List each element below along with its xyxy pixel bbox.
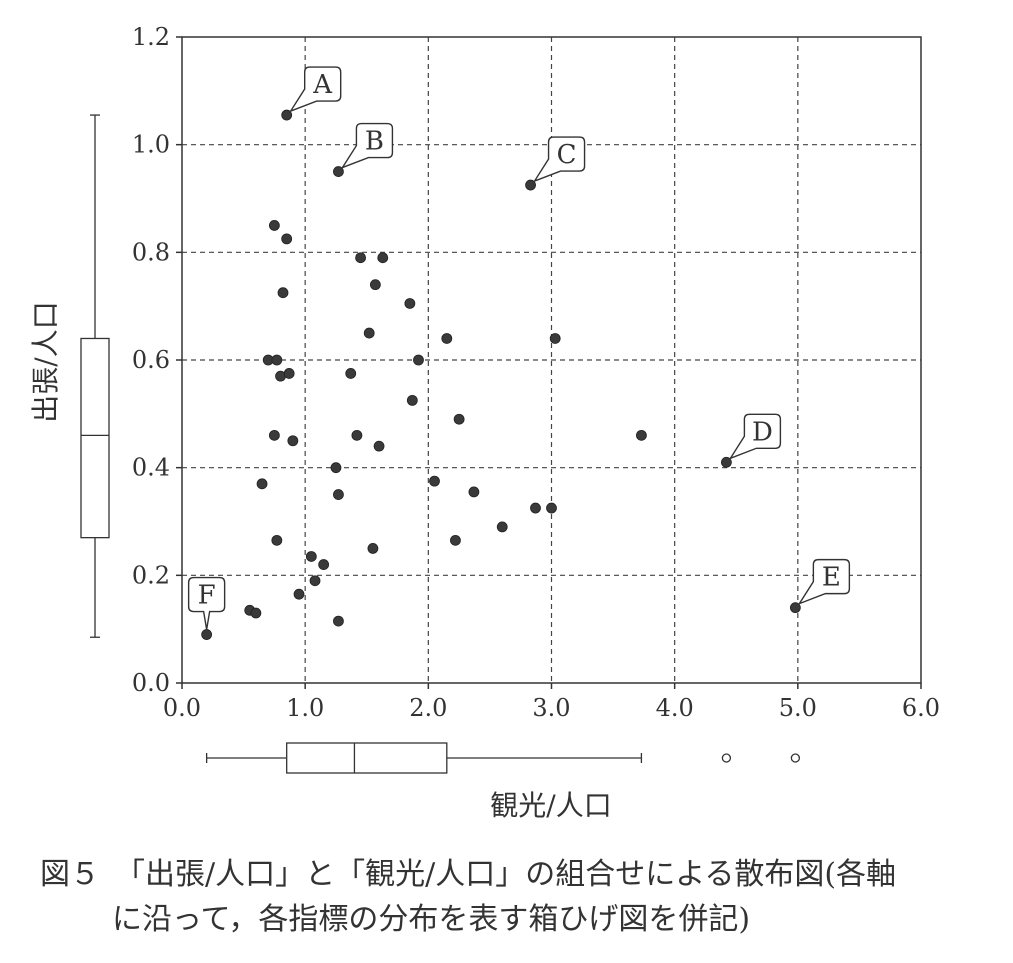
x-tick-label: 2.0 [409,694,447,722]
data-point [305,551,317,562]
callout-label: A [312,70,333,100]
data-point [345,368,357,379]
callout-c: C [532,136,586,183]
data-point [268,429,280,441]
data-point [271,534,283,546]
data-point [496,521,508,533]
callout-bubble [187,576,226,630]
data-point [287,435,299,447]
data-point [309,575,321,587]
callout-bubble [797,558,851,606]
x-boxplot [205,742,801,774]
data-point [789,602,801,614]
data-point [636,429,647,441]
y-tick-label: 1.0 [132,131,170,159]
data-point [363,327,375,339]
data-point [281,109,293,121]
scatter-chart: 0.0 0.2 0.4 0.6 0.8 1.0 1.2 0.0 1.0 2.0 3.0 4.0 5.0… [29,23,940,822]
y-axis-label: 出張/人口 [29,301,62,422]
data-point [333,489,344,500]
data-point [546,502,557,514]
callout-bubble [532,136,586,183]
data-point [333,615,344,627]
data-point [549,333,561,344]
data-point [330,462,342,474]
data-point [355,252,366,264]
data-point [450,534,461,546]
data-point [404,298,416,309]
x-tick-label: 4.0 [656,694,694,722]
data-point [351,429,363,441]
y-tick-label: 0.6 [132,346,170,374]
x-boxplot-box [286,742,448,774]
data-point [453,413,465,425]
data-point [429,475,440,487]
data-point [318,559,330,570]
figure-caption: 図５ 「出張/人口」と「観光/人口」の組合せによる散布図(各軸 に沿って，各指標… [40,852,1000,942]
x-boxplot-outlier [721,753,732,763]
y-tick-labels: 0.0 0.2 0.4 0.6 0.8 1.0 1.2 [132,23,182,697]
data-point [281,233,293,245]
callout-label: E [822,563,841,593]
x-axis-label: 観光/人口 [490,789,611,822]
callout-bubble [340,122,394,169]
x-tick-labels: 0.0 1.0 2.0 3.0 4.0 5.0 6.0 [163,683,940,722]
callout-b: B [340,122,394,169]
data-point [441,333,453,344]
data-point [201,629,213,640]
data-point [720,456,732,468]
data-points [201,109,801,640]
data-point [406,394,418,406]
data-point [268,220,280,231]
data-point [377,252,389,264]
callout-label: C [557,140,577,170]
callout-f: F [187,576,226,630]
x-tick-label: 1.0 [286,694,324,722]
y-tick-label: 0.8 [132,238,170,266]
x-tick-label: 3.0 [532,694,570,722]
point-callouts: A B C D E F [187,66,851,630]
callout-bubble [728,413,782,460]
data-point [293,588,305,600]
callout-a: A [288,66,342,113]
data-point [413,354,424,366]
callout-label: D [752,417,773,447]
data-point [250,607,262,619]
callout-e: E [797,558,851,606]
y-boxplot-box [80,337,110,539]
x-tick-label: 6.0 [902,694,940,722]
grid-lines [182,37,921,683]
data-point [333,166,344,177]
y-tick-label: 0.4 [132,454,170,482]
data-point [525,179,536,191]
x-tick-label: 0.0 [163,694,201,722]
y-tick-label: 0.2 [132,561,170,589]
data-point [283,368,295,379]
data-point [271,354,283,366]
callout-bubble [288,66,342,113]
callout-d: D [728,413,782,460]
data-point [277,287,289,299]
caption-line-1: 図５ 「出張/人口」と「観光/人口」の組合せによる散布図(各軸 [40,857,897,892]
caption-line-2: に沿って，各指標の分布を表す箱ひげ図を併記) [112,902,751,937]
data-point [369,279,381,291]
x-boxplot-outlier [790,753,801,763]
y-boxplot [80,114,110,638]
callout-label: B [365,127,384,157]
y-tick-label: 0.0 [132,669,170,697]
x-tick-label: 5.0 [779,694,817,722]
data-point [530,502,541,514]
y-tick-label: 1.2 [132,23,170,51]
data-point [468,486,480,498]
data-point [256,478,268,490]
callout-label: F [198,581,216,611]
data-point [373,440,385,452]
data-point [367,543,379,554]
